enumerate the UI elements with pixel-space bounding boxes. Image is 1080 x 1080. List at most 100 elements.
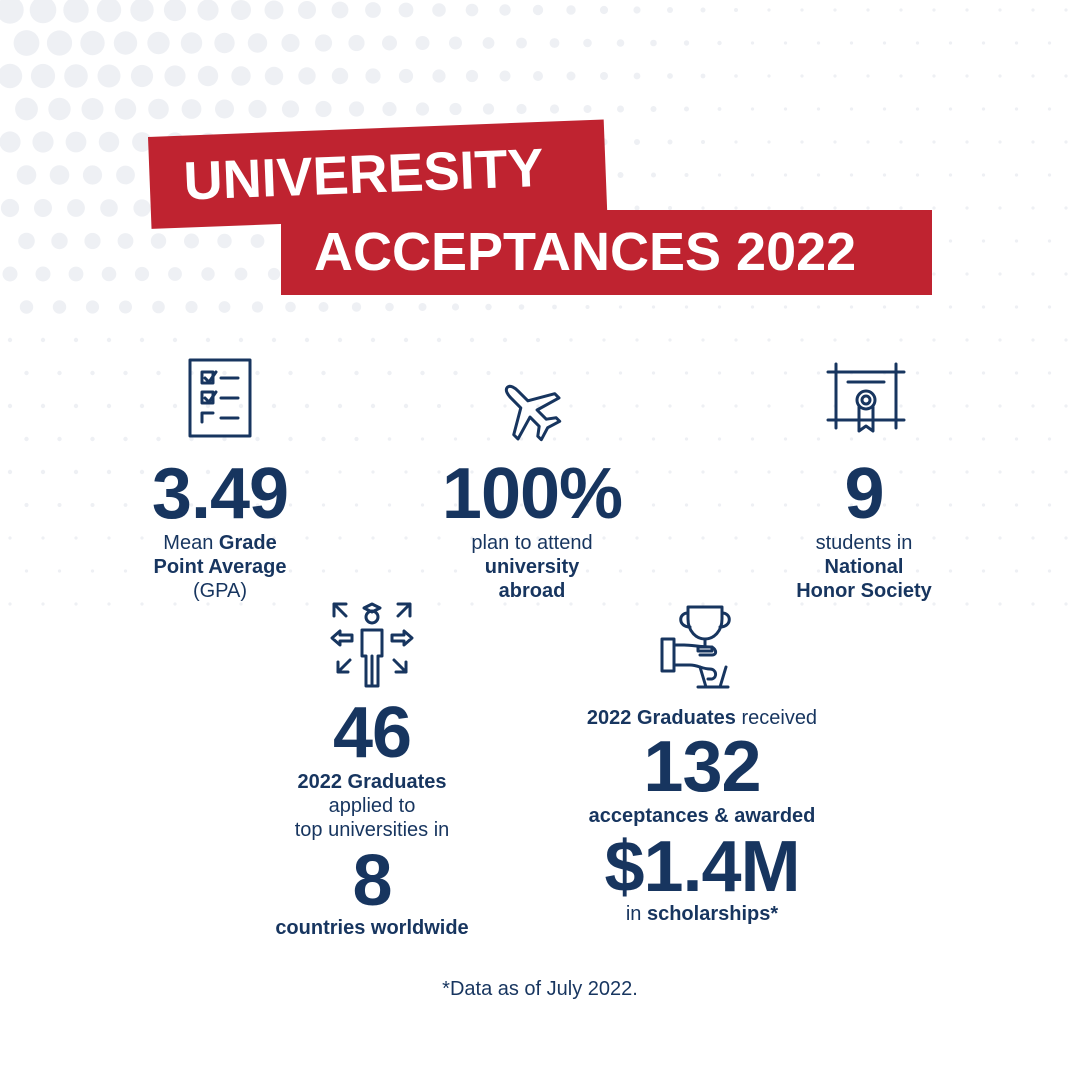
background-dot [800, 602, 804, 606]
background-dot [90, 569, 95, 573]
background-dot [518, 304, 525, 310]
background-dot [499, 4, 511, 16]
background-dot [73, 469, 79, 475]
background-dot [981, 173, 986, 177]
background-dot [140, 602, 144, 606]
background-dot [998, 404, 1002, 408]
background-dot [189, 436, 194, 442]
background-dot [84, 232, 101, 250]
background-dot [932, 8, 936, 12]
background-dot [189, 569, 194, 573]
background-dot [783, 305, 788, 309]
background-dot [420, 437, 425, 441]
background-dot [965, 140, 969, 144]
background-dot [7, 337, 13, 343]
background-dot [734, 470, 738, 474]
background-dot [998, 140, 1002, 144]
background-dot [1031, 536, 1035, 540]
background-dot [734, 74, 738, 78]
background-dot [998, 536, 1002, 540]
background-dot [503, 404, 507, 408]
background-dot [569, 404, 573, 408]
background-dot [617, 105, 624, 113]
background-dot [915, 107, 920, 111]
background-dot [81, 98, 104, 120]
background-dot [248, 99, 267, 119]
background-dot [1064, 74, 1068, 78]
background-dot [8, 602, 12, 606]
background-dot [1031, 140, 1035, 144]
background-dot [123, 569, 128, 573]
background-dot [67, 199, 85, 217]
background-dot [255, 370, 260, 376]
background-dot [717, 40, 722, 46]
background-dot [965, 74, 969, 78]
background-dot [667, 139, 673, 145]
gpa-caption-line-2: Point Average [153, 556, 287, 578]
background-dot [549, 38, 560, 48]
abroad-caption-line-2: university [484, 556, 580, 578]
background-dot [866, 206, 870, 210]
background-dot [503, 536, 507, 540]
background-dot [1014, 305, 1019, 309]
background-dot [40, 337, 46, 343]
background-dot [965, 404, 969, 408]
background-dot [486, 370, 491, 376]
background-dot [1064, 206, 1068, 210]
background-dot [816, 173, 821, 177]
background-dot [288, 436, 293, 442]
background-dot [453, 569, 458, 573]
acceptances-caption-line-2: acceptances & awarded [588, 805, 816, 827]
background-dot [734, 8, 738, 12]
background-dot [0, 131, 21, 153]
background-dot [272, 470, 276, 474]
background-dot [552, 503, 557, 507]
checklist-icon [188, 358, 252, 438]
background-dot [932, 74, 936, 78]
background-dot [90, 370, 95, 376]
background-dot [470, 536, 474, 540]
background-dot [150, 233, 167, 249]
background-dot [536, 536, 540, 540]
scholarships-caption-bold: scholarships* [646, 903, 779, 925]
background-dot [337, 337, 343, 343]
background-dot [168, 267, 182, 281]
background-dot [436, 337, 442, 343]
background-dot [684, 371, 689, 375]
background-dot [882, 503, 887, 507]
background-dot [701, 338, 705, 342]
background-dot [981, 503, 986, 507]
background-dot [272, 536, 276, 540]
background-dot [305, 470, 309, 474]
background-dot [173, 536, 177, 540]
background-dot [566, 71, 576, 81]
gpa-value: 3.49 [151, 454, 289, 534]
background-dot [40, 469, 46, 475]
background-dot [482, 103, 495, 115]
background-dot [816, 569, 821, 573]
stat-applied: 46 2022 Graduates applied to top univers… [232, 696, 512, 940]
background-dot [833, 602, 837, 606]
background-dot [783, 503, 788, 507]
background-dot [51, 232, 68, 250]
background-dot [432, 3, 446, 17]
background-dot [535, 337, 541, 343]
background-dot [181, 99, 202, 119]
background-dot [569, 338, 573, 342]
background-dot [82, 165, 103, 185]
background-dot [816, 305, 821, 309]
background-dot [566, 5, 576, 15]
background-dot [288, 370, 293, 376]
background-dot [451, 303, 460, 311]
background-dot [30, 63, 56, 89]
background-dot [288, 569, 293, 573]
background-dot [899, 536, 903, 540]
background-dot [271, 337, 277, 343]
background-dot [998, 338, 1002, 342]
background-dot [882, 173, 887, 177]
background-dot [602, 338, 606, 342]
gpa-caption-mean: Mean [163, 532, 219, 554]
background-dot [331, 67, 349, 85]
background-dot [866, 470, 870, 474]
background-dot [305, 602, 309, 606]
